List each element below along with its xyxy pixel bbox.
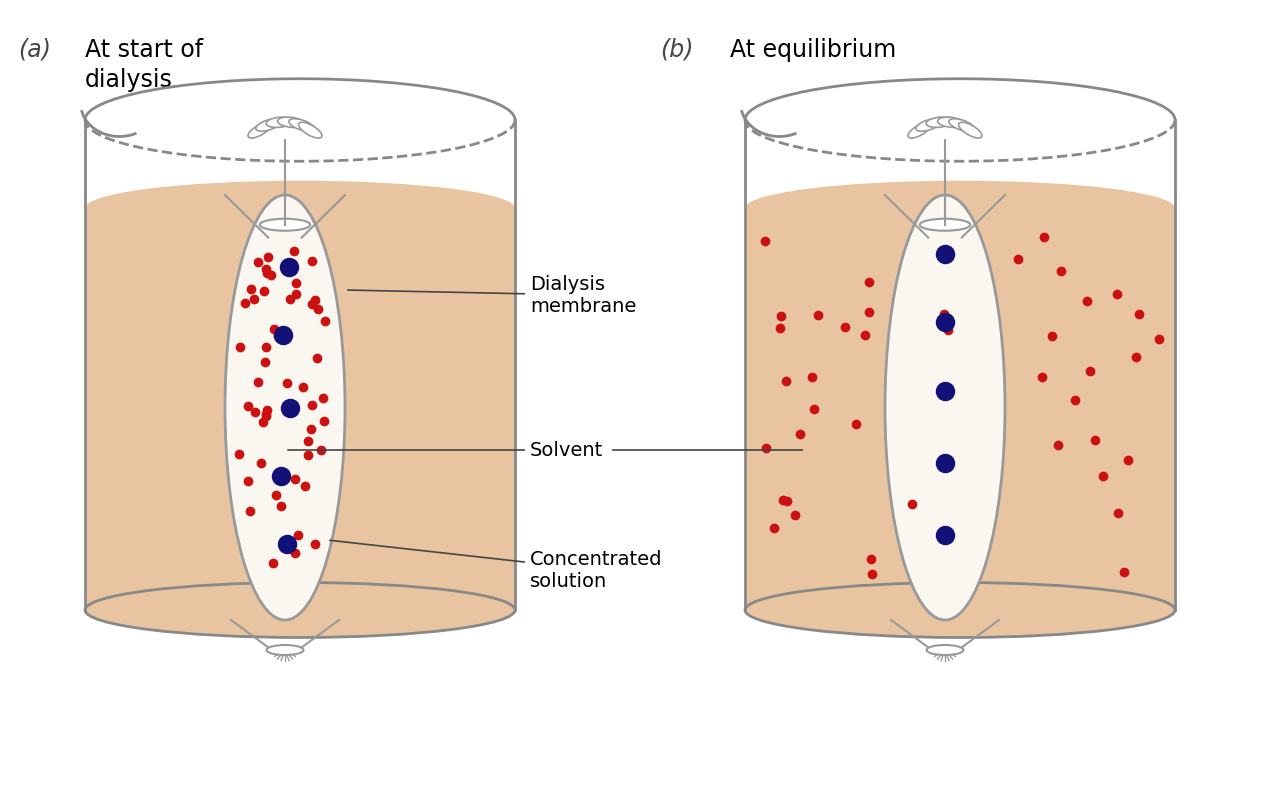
Text: Dialysis
membrane: Dialysis membrane [347, 275, 636, 316]
Ellipse shape [248, 122, 271, 138]
Ellipse shape [225, 195, 345, 620]
Text: At equilibrium: At equilibrium [730, 38, 897, 62]
Ellipse shape [289, 118, 314, 131]
Text: (a): (a) [18, 38, 51, 62]
Ellipse shape [745, 180, 1175, 236]
Ellipse shape [277, 117, 304, 127]
Text: At start of
dialysis: At start of dialysis [85, 38, 204, 92]
Ellipse shape [85, 180, 515, 236]
Ellipse shape [926, 645, 963, 655]
Ellipse shape [266, 117, 293, 127]
Bar [85, 208, 515, 610]
Ellipse shape [937, 117, 964, 127]
Ellipse shape [85, 583, 515, 638]
Text: (b): (b) [660, 38, 693, 62]
Ellipse shape [916, 118, 941, 131]
Ellipse shape [920, 219, 971, 231]
Ellipse shape [299, 122, 322, 138]
Ellipse shape [959, 122, 982, 138]
Ellipse shape [949, 118, 974, 131]
Bar [745, 208, 1175, 610]
Ellipse shape [745, 583, 1175, 638]
Ellipse shape [885, 195, 1005, 620]
Text: Concentrated
solution: Concentrated solution [329, 540, 663, 591]
Text: Solvent: Solvent [287, 440, 603, 460]
Ellipse shape [259, 219, 310, 231]
Ellipse shape [256, 118, 281, 131]
Ellipse shape [267, 645, 304, 655]
Ellipse shape [908, 122, 931, 138]
Ellipse shape [926, 117, 953, 127]
